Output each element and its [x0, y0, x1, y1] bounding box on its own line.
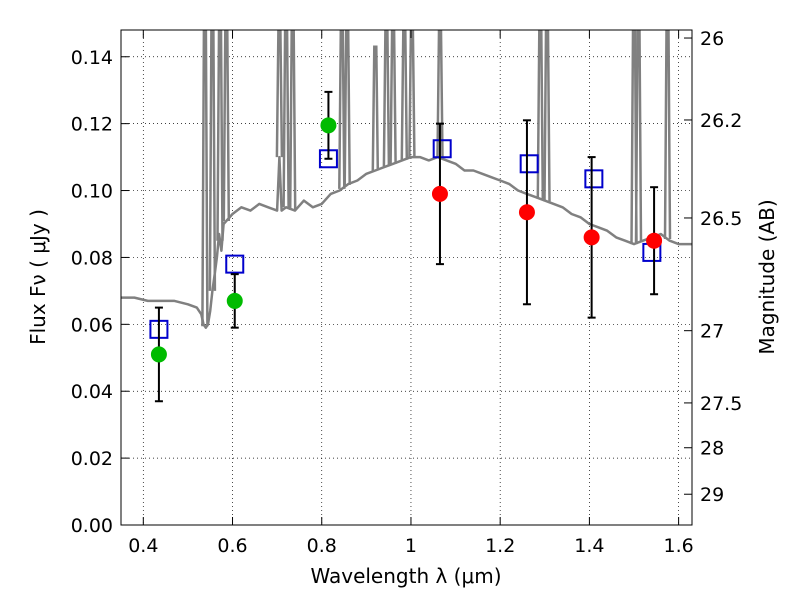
y2-tick-label: 26.5 [700, 208, 742, 230]
model-photometry-square [584, 169, 604, 189]
model-photometry-square [519, 154, 539, 174]
y-tick-label: 0.12 [71, 114, 113, 136]
emission-line [408, 30, 416, 158]
emission-line [338, 30, 346, 189]
spectrum-continuum [121, 155, 692, 329]
emission-line [382, 30, 391, 167]
emission-line [208, 30, 217, 291]
observed-point [583, 229, 600, 246]
x-axis-label: Wavelength λ (μm) [310, 564, 501, 588]
observed-point [150, 346, 167, 363]
emission-line [343, 30, 351, 185]
emission-line [543, 30, 551, 202]
observed-point [431, 185, 448, 202]
emission-line [400, 30, 409, 160]
y2-tick-label: 29 [700, 484, 724, 506]
y2-tick-label: 26 [700, 28, 724, 50]
emission-line [275, 30, 284, 158]
emission-line [436, 30, 444, 158]
emission-line [222, 30, 231, 222]
y2-axis-label: Magnitude (AB) [755, 199, 779, 354]
observed-point [518, 204, 535, 221]
emission-line [663, 30, 672, 240]
y-axis-label: Flux Fν ( μJy ) [26, 209, 50, 345]
data-points [149, 90, 663, 403]
emission-line [634, 30, 643, 243]
model-spectrum [121, 30, 692, 329]
axis-ticks: 0.4 0.6 0.8 1 1.2 1.4 1.6 0.00 0.02 0.04 0.06 0.08 0… [71, 28, 743, 557]
y-tick-label: 0.10 [71, 181, 113, 203]
emission-line [282, 30, 290, 208]
grid-lines [121, 30, 692, 526]
observed-point [320, 117, 337, 134]
y-tick-label: 0.06 [71, 314, 113, 336]
y-tick-label: 0.14 [71, 47, 113, 69]
model-photometry-square [225, 254, 245, 274]
x-tick-label: 1.6 [664, 535, 694, 557]
x-tick-label: 1.4 [574, 535, 604, 557]
y-tick-label: 0.02 [71, 448, 113, 470]
x-tick-label: 0.4 [128, 535, 158, 557]
y-tick-label: 0.08 [71, 247, 113, 269]
emission-line [371, 45, 380, 171]
emission-line [201, 30, 209, 327]
x-tick-label: 0.6 [217, 535, 247, 557]
model-photometry-square [432, 139, 452, 159]
y2-tick-label: 27.5 [700, 393, 742, 415]
observed-point [226, 292, 243, 309]
observed-point [646, 232, 663, 249]
x-tick-label: 0.8 [307, 535, 337, 557]
y-tick-label: 0.04 [71, 381, 113, 403]
x-tick-label: 1.2 [485, 535, 515, 557]
x-tick-label: 1 [405, 535, 417, 557]
y2-tick-label: 28 [700, 438, 724, 460]
emission-line [536, 30, 545, 199]
emission-line [216, 30, 224, 241]
y-tick-label: 0.00 [71, 515, 113, 537]
plot-frame [120, 29, 693, 526]
y2-tick-label: 26.2 [700, 110, 742, 132]
emission-line [389, 30, 397, 164]
emission-line [288, 30, 297, 210]
y2-tick-label: 27 [700, 321, 724, 343]
